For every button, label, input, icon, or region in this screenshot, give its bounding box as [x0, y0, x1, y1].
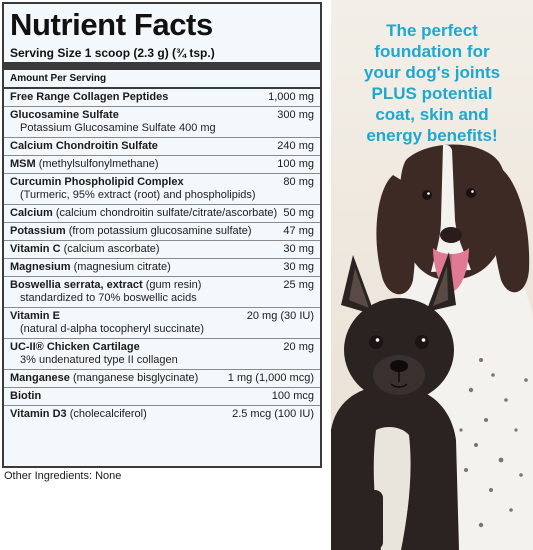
nutrient-detail: (from potassium glucosamine sulfate): [65, 225, 252, 237]
nutrient-amount: 240 mg: [277, 140, 314, 152]
nutrient-description: Free Range Collagen Peptides: [10, 91, 268, 104]
amount-per-serving-header: Amount Per Serving: [4, 70, 320, 89]
nutrient-description: Boswellia serrata, extract (gum resin) st…: [10, 279, 283, 305]
nutrient-row: Vitamin C (calcium ascorbate) 30 mg: [4, 241, 320, 259]
nutrient-row: UC-II® Chicken Cartilage 3% undenatured t…: [4, 339, 320, 370]
nutrient-amount: 25 mg: [283, 279, 314, 291]
nutrient-detail: (gum resin): [142, 279, 202, 291]
nutrient-description: Vitamin E (natural d-alpha tocopheryl suc…: [10, 310, 247, 336]
nutrient-row: Potassium (from potassium glucosamine su…: [4, 223, 320, 241]
nutrient-name: Manganese: [10, 372, 70, 384]
nutrient-name: Magnesium: [10, 261, 71, 273]
nutrient-row: MSM (methylsulfonylmethane) 100 mg: [4, 156, 320, 174]
nutrient-description: Biotin: [10, 390, 272, 403]
nutrient-amount: 100 mcg: [271, 390, 314, 402]
nutrient-name: Vitamin C: [10, 243, 61, 255]
nutrient-name: Vitamin E: [10, 310, 60, 322]
nutrient-detail: (calcium ascorbate): [60, 243, 160, 255]
dog-photo-panel: The perfect foundation for your dog's jo…: [331, 0, 533, 550]
nutrient-row: Curcumin Phospholipid Complex (Turmeric, …: [4, 174, 320, 205]
nutrient-row: Calcium (calcium chondroitin sulfate/cit…: [4, 205, 320, 223]
nutrient-amount: 47 mg: [283, 225, 314, 237]
nutrient-detail: (methylsulfonylmethane): [35, 158, 159, 170]
promo-text: The perfect foundation for your dog's jo…: [363, 21, 501, 145]
nutrient-row: Boswellia serrata, extract (gum resin) st…: [4, 277, 320, 308]
nutrient-subline: Potassium Glucosamine Sulfate 400 mg: [20, 122, 216, 134]
nutrient-name: MSM: [10, 158, 36, 170]
nutrient-subline: (Turmeric, 95% extract (root) and phosph…: [20, 189, 256, 201]
nutrient-name: Calcium: [10, 207, 53, 219]
french-bulldog-icon: [331, 252, 459, 550]
nutrient-name: Curcumin Phospholipid Complex: [10, 176, 184, 188]
nutrient-list: Free Range Collagen Peptides 1,000 mg Gluc…: [4, 89, 320, 423]
other-ingredients: Other Ingredients: None: [4, 470, 122, 482]
nutrient-name: UC-II® Chicken Cartilage: [10, 341, 140, 353]
nutrient-amount: 2.5 mcg (100 IU): [232, 408, 314, 420]
nutrient-detail: (magnesium citrate): [70, 261, 171, 273]
nutrient-amount: 30 mg: [283, 261, 314, 273]
nutrient-detail: (manganese bisglycinate): [69, 372, 199, 384]
nutrient-name: Boswellia serrata, extract: [10, 279, 143, 291]
nutrient-amount: 20 mg: [283, 341, 314, 353]
nutrient-subline: standardized to 70% boswellic acids: [20, 292, 197, 304]
serving-size: Serving Size 1 scoop (2.3 g) (¾ tsp.): [4, 42, 320, 70]
nutrient-description: Manganese (manganese bisglycinate): [10, 372, 228, 385]
nutrient-amount: 80 mg: [283, 176, 314, 188]
nutrient-row: Free Range Collagen Peptides 1,000 mg: [4, 89, 320, 107]
nutrient-subline: 3% undenatured type II collagen: [20, 354, 178, 366]
nutrient-amount: 1,000 mg: [268, 91, 314, 103]
nutrient-description: Calcium Chondroitin Sulfate: [10, 140, 277, 153]
nutrient-amount: 20 mg (30 IU): [246, 310, 314, 322]
nutrient-amount: 50 mg: [283, 207, 314, 219]
nutrient-name: Vitamin D3: [10, 408, 67, 420]
nutrient-description: Vitamin D3 (cholecalciferol): [10, 408, 232, 421]
nutrient-detail: (calcium chondroitin sulfate/citrate/asc…: [52, 207, 278, 219]
nutrient-row: Calcium Chondroitin Sulfate 240 mg: [4, 138, 320, 156]
nutrient-amount: 300 mg: [277, 109, 314, 121]
nutrient-description: Glucosamine Sulfate Potassium Glucosamine…: [10, 109, 277, 135]
facts-title: Nutrient Facts: [10, 7, 213, 42]
nutrient-subline: (natural d-alpha tocopheryl succinate): [20, 323, 205, 335]
nutrient-detail: (cholecalciferol): [66, 408, 147, 420]
nutrient-description: Magnesium (magnesium citrate): [10, 261, 283, 274]
nutrient-description: Calcium (calcium chondroitin sulfate/cit…: [10, 207, 283, 220]
nutrient-row: Vitamin D3 (cholecalciferol) 2.5 mcg (100…: [4, 406, 320, 423]
nutrient-name: Free Range Collagen Peptides: [10, 91, 169, 103]
nutrient-description: Vitamin C (calcium ascorbate): [10, 243, 283, 256]
nutrient-row: Magnesium (magnesium citrate) 30 mg: [4, 259, 320, 277]
nutrient-row: Manganese (manganese bisglycinate) 1 mg (…: [4, 370, 320, 388]
nutrient-name: Biotin: [10, 390, 42, 402]
nutrient-row: Biotin 100 mcg: [4, 388, 320, 406]
nutrient-description: UC-II® Chicken Cartilage 3% undenatured t…: [10, 341, 283, 367]
nutrient-facts-panel: Nutrient Facts Serving Size 1 scoop (2.3…: [2, 2, 322, 468]
nutrient-description: MSM (methylsulfonylmethane): [10, 158, 277, 171]
nutrient-name: Calcium Chondroitin Sulfate: [10, 140, 158, 152]
nutrient-description: Potassium (from potassium glucosamine su…: [10, 225, 283, 238]
nutrient-row: Glucosamine Sulfate Potassium Glucosamine…: [4, 107, 320, 138]
nutrient-amount: 100 mg: [277, 158, 314, 170]
nutrient-name: Potassium: [10, 225, 66, 237]
nutrient-row: Vitamin E (natural d-alpha tocopheryl suc…: [4, 308, 320, 339]
nutrient-name: Glucosamine Sulfate: [10, 109, 119, 121]
nutrient-description: Curcumin Phospholipid Complex (Turmeric, …: [10, 176, 283, 202]
nutrient-amount: 1 mg (1,000 mcg): [227, 372, 314, 384]
nutrient-amount: 30 mg: [283, 243, 314, 255]
dogs-illustration: [331, 144, 533, 550]
